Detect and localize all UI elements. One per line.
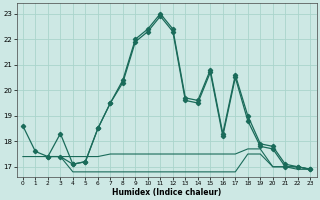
X-axis label: Humidex (Indice chaleur): Humidex (Indice chaleur) [112,188,221,197]
